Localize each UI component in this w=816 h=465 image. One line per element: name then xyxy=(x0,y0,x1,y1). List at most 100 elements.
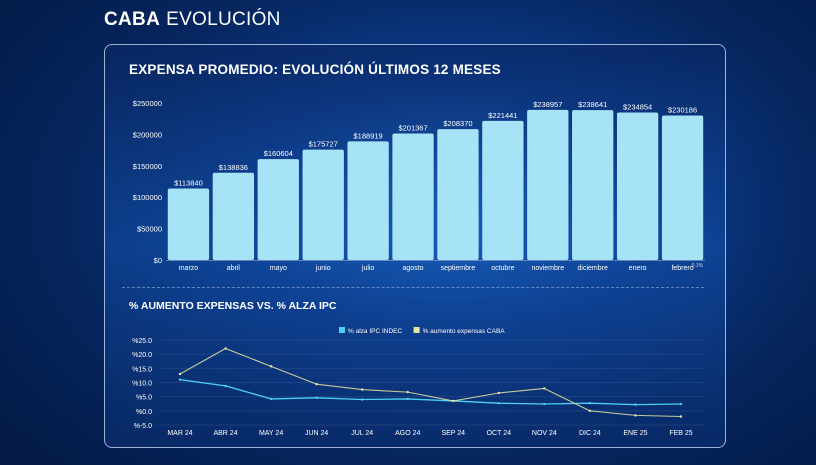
series-point xyxy=(224,347,227,350)
bar-category-label: noviembre xyxy=(531,265,564,272)
bar-value-label: $175727 xyxy=(309,140,338,149)
bar-y-tick-label: $150000 xyxy=(133,162,162,171)
line-x-tick-label: SEP 24 xyxy=(441,430,465,437)
legend-label: % alza IPC INDEC xyxy=(348,328,402,335)
series-point xyxy=(588,401,592,405)
series-point xyxy=(269,397,273,401)
bar-y-tick-label: $50000 xyxy=(137,225,162,234)
bar-value-label: $160604 xyxy=(264,149,293,158)
line-y-tick-label: %25.0 xyxy=(132,338,152,345)
bar xyxy=(437,129,479,260)
line-x-tick-label: MAY 24 xyxy=(259,430,283,437)
series-point xyxy=(634,414,637,417)
line-y-tick-label: %-5.0 xyxy=(134,423,152,430)
bar-category-label: diciembre xyxy=(578,265,608,272)
bar-value-label: $138836 xyxy=(219,163,248,172)
line-y-tick-label: %5.0 xyxy=(136,395,152,402)
series-point xyxy=(315,396,318,399)
bar-value-label: $113840 xyxy=(174,179,203,188)
bar-category-label: abril xyxy=(227,265,241,272)
bar-category-label: octubre xyxy=(491,265,514,272)
series-point xyxy=(178,372,182,376)
bar-value-label: $234854 xyxy=(623,103,652,112)
bar-value-label: $238641 xyxy=(578,100,607,109)
line-y-tick-label: %0.0 xyxy=(136,409,152,416)
bar-y-tick-label: $0 xyxy=(154,256,162,265)
bar-y-tick-label: $200000 xyxy=(133,130,162,139)
bar-value-label: $221441 xyxy=(488,111,517,120)
bar xyxy=(527,109,569,261)
series-point xyxy=(679,415,683,418)
series-point xyxy=(497,391,501,395)
bar-value-label: $201367 xyxy=(398,124,427,133)
line-x-tick-label: AGO 24 xyxy=(395,430,420,437)
series-point xyxy=(452,399,455,403)
line-x-tick-label: JUN 24 xyxy=(305,430,328,437)
series-line xyxy=(179,379,682,406)
page-header: CABA EVOLUCIÓN xyxy=(104,9,281,31)
section-label: EVOLUCIÓN xyxy=(166,9,281,30)
bar xyxy=(616,112,659,260)
line-y-tick-label: %10.0 xyxy=(132,381,152,388)
bar xyxy=(347,141,389,260)
bar-category-label: julio xyxy=(361,265,375,272)
bar-value-label: $238957 xyxy=(533,100,562,109)
line-y-tick-label: %20.0 xyxy=(132,352,152,359)
bar-y-tick-label: $250000 xyxy=(133,99,162,108)
line-chart: %25.0 %20.0 %15.0 %10.0 %5.0 %0.0 %-5.0 MAR 24 A… xyxy=(132,327,705,437)
bar-category-label: septiembre xyxy=(441,265,476,272)
bar xyxy=(482,120,524,260)
line-y-tick-label: %15.0 xyxy=(132,366,152,373)
series-point xyxy=(634,403,637,406)
series-point xyxy=(543,387,546,390)
bar-value-label: $208370 xyxy=(443,119,472,128)
bar-y-tick-label: $100000 xyxy=(133,193,162,202)
line-x-tick-label: DIC 24 xyxy=(579,430,601,437)
bar-category-label: agosto xyxy=(403,265,424,272)
bar-chart: $250000 $200000 $150000 $100000 $50000 $0 $113… xyxy=(133,99,705,272)
bar-annotation: 0.1% xyxy=(692,263,704,269)
line-x-tick-label: ABR 24 xyxy=(213,430,237,437)
series-point xyxy=(543,402,546,406)
line-x-tick-label: NOV 24 xyxy=(532,430,557,437)
bar-value-label: $230186 xyxy=(668,105,697,114)
series-point xyxy=(497,401,501,405)
bar xyxy=(661,115,704,260)
legend-swatch xyxy=(339,327,345,333)
series-point xyxy=(269,365,273,368)
bar xyxy=(212,172,255,260)
line-x-tick-label: ENE 25 xyxy=(623,430,647,437)
series-point xyxy=(588,409,592,413)
bar xyxy=(257,159,299,260)
bar-category-label: mayo xyxy=(270,265,287,272)
bar xyxy=(572,110,614,260)
series-point xyxy=(360,388,364,391)
bar xyxy=(167,188,210,260)
brand-label: CABA xyxy=(104,9,161,30)
line-chart-title: % AUMENTO EXPENSAS VS. % ALZA IPC xyxy=(129,300,337,312)
legend-label: % aumento expensas CABA xyxy=(423,328,506,335)
legend-swatch xyxy=(413,327,420,333)
bar-chart-title: EXPENSA PROMEDIO: EVOLUCIÓN ÚLTIMOS 12 M… xyxy=(129,62,501,77)
line-x-tick-label: OCT 24 xyxy=(487,430,511,437)
line-x-tick-label: JUL 24 xyxy=(351,430,373,437)
line-x-tick-label: FEB 25 xyxy=(669,430,692,437)
series-line xyxy=(179,347,682,418)
series-point xyxy=(360,398,364,401)
bar-category-label: marzo xyxy=(179,265,199,272)
series-point xyxy=(178,378,182,381)
section-divider xyxy=(122,287,704,288)
bar xyxy=(302,149,344,260)
series-point xyxy=(406,390,409,394)
series-point xyxy=(679,402,683,406)
bar-category-label: enero xyxy=(629,265,647,272)
bar-value-label: $188919 xyxy=(354,131,383,140)
series-point xyxy=(406,397,409,401)
bar-category-label: junio xyxy=(315,265,331,272)
line-x-tick-label: MAR 24 xyxy=(167,430,192,437)
series-point xyxy=(315,383,318,386)
bar xyxy=(392,133,434,260)
series-point xyxy=(224,384,227,388)
bar-category-label: febrero xyxy=(671,265,693,272)
